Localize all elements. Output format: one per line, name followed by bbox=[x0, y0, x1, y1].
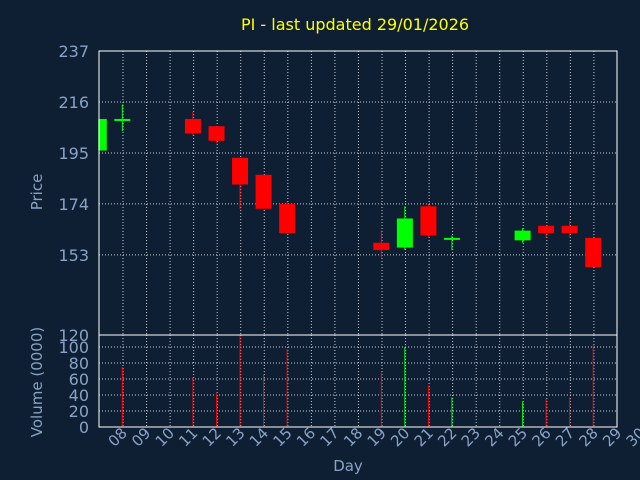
price-tick-label: 195 bbox=[58, 144, 89, 163]
volume-grid bbox=[99, 335, 617, 427]
x-tick-label: 28 bbox=[576, 424, 602, 450]
x-tick-label: 13 bbox=[222, 424, 248, 450]
price-tick-labels: 120 153 174 195 216 237 bbox=[58, 42, 89, 345]
candle-body bbox=[514, 230, 531, 241]
x-axis-label: Day bbox=[333, 457, 363, 475]
candle-body bbox=[396, 218, 413, 248]
candle bbox=[279, 201, 296, 234]
x-tick-label: 25 bbox=[505, 424, 531, 450]
x-tick-label: 20 bbox=[387, 424, 413, 450]
x-tick-label: 23 bbox=[458, 424, 484, 450]
chart-title: PI - last updated 29/01/2026 bbox=[241, 15, 469, 34]
candle-body bbox=[208, 126, 225, 141]
candle bbox=[373, 230, 390, 258]
x-tick-label: 10 bbox=[152, 424, 178, 450]
volume-tick-label: 60 bbox=[69, 370, 89, 389]
x-tick-label: 21 bbox=[411, 424, 437, 450]
candle bbox=[114, 104, 131, 132]
candle-body bbox=[232, 157, 249, 185]
x-tick-label: 27 bbox=[552, 424, 578, 450]
candle bbox=[184, 111, 201, 136]
candle bbox=[538, 225, 555, 238]
candlestick-series bbox=[98, 104, 602, 268]
candle bbox=[396, 206, 413, 251]
candle bbox=[585, 237, 602, 268]
volume-panel-frame bbox=[98, 334, 618, 428]
x-tick-label: 11 bbox=[175, 424, 201, 450]
price-tick-label: 237 bbox=[58, 42, 89, 61]
volume-tick-label: 0 bbox=[79, 418, 89, 437]
x-tick-label: 12 bbox=[199, 424, 225, 450]
x-tick-label: 14 bbox=[246, 424, 272, 450]
candle bbox=[255, 174, 272, 209]
candle-body bbox=[420, 206, 437, 236]
candle-body bbox=[114, 118, 131, 121]
volume-tick-label: 20 bbox=[69, 402, 89, 421]
candle-body bbox=[184, 118, 201, 134]
x-tick-label: 17 bbox=[317, 424, 343, 450]
price-axis-label: Price bbox=[28, 174, 46, 211]
volume-axis-label: Volume (0000) bbox=[28, 327, 46, 437]
x-tick-label: 16 bbox=[293, 424, 319, 450]
price-tick-label: 153 bbox=[58, 246, 89, 265]
volume-series bbox=[121, 335, 594, 427]
candle bbox=[420, 203, 437, 238]
x-tick-label: 19 bbox=[364, 424, 390, 450]
x-tick-label: 09 bbox=[128, 424, 154, 450]
candle bbox=[561, 220, 578, 238]
x-tick-label: 30 bbox=[623, 424, 640, 450]
candle-body bbox=[99, 118, 107, 151]
volume-tick-label: 80 bbox=[69, 354, 89, 373]
x-tick-labels: 0809101112131415161718192021222324252627… bbox=[105, 424, 640, 450]
candle-body bbox=[373, 242, 390, 251]
candle-body bbox=[585, 237, 602, 268]
candle bbox=[443, 235, 460, 251]
price-tick-label: 216 bbox=[58, 93, 89, 112]
candle-body bbox=[443, 237, 460, 240]
x-tick-label: 08 bbox=[105, 424, 131, 450]
candle bbox=[208, 126, 225, 144]
x-tick-label: 29 bbox=[599, 424, 625, 450]
volume-tick-label: 40 bbox=[69, 386, 89, 405]
candle-body bbox=[255, 174, 272, 209]
candle-body bbox=[561, 225, 578, 234]
candle bbox=[98, 118, 107, 151]
candle bbox=[232, 157, 249, 209]
x-tick-label: 24 bbox=[481, 424, 507, 450]
x-tick-label: 18 bbox=[340, 424, 366, 450]
volume-tick-label: 100 bbox=[58, 338, 89, 357]
price-tick-label: 174 bbox=[58, 195, 89, 214]
x-tick-label: 22 bbox=[434, 424, 460, 450]
price-tick-label: 120 bbox=[58, 326, 89, 345]
x-tick-label: 15 bbox=[269, 424, 295, 450]
candle bbox=[514, 228, 531, 243]
candle-body bbox=[538, 225, 555, 234]
candle-body bbox=[279, 203, 296, 234]
x-tick-label: 26 bbox=[528, 424, 554, 450]
price-grid bbox=[99, 51, 617, 335]
